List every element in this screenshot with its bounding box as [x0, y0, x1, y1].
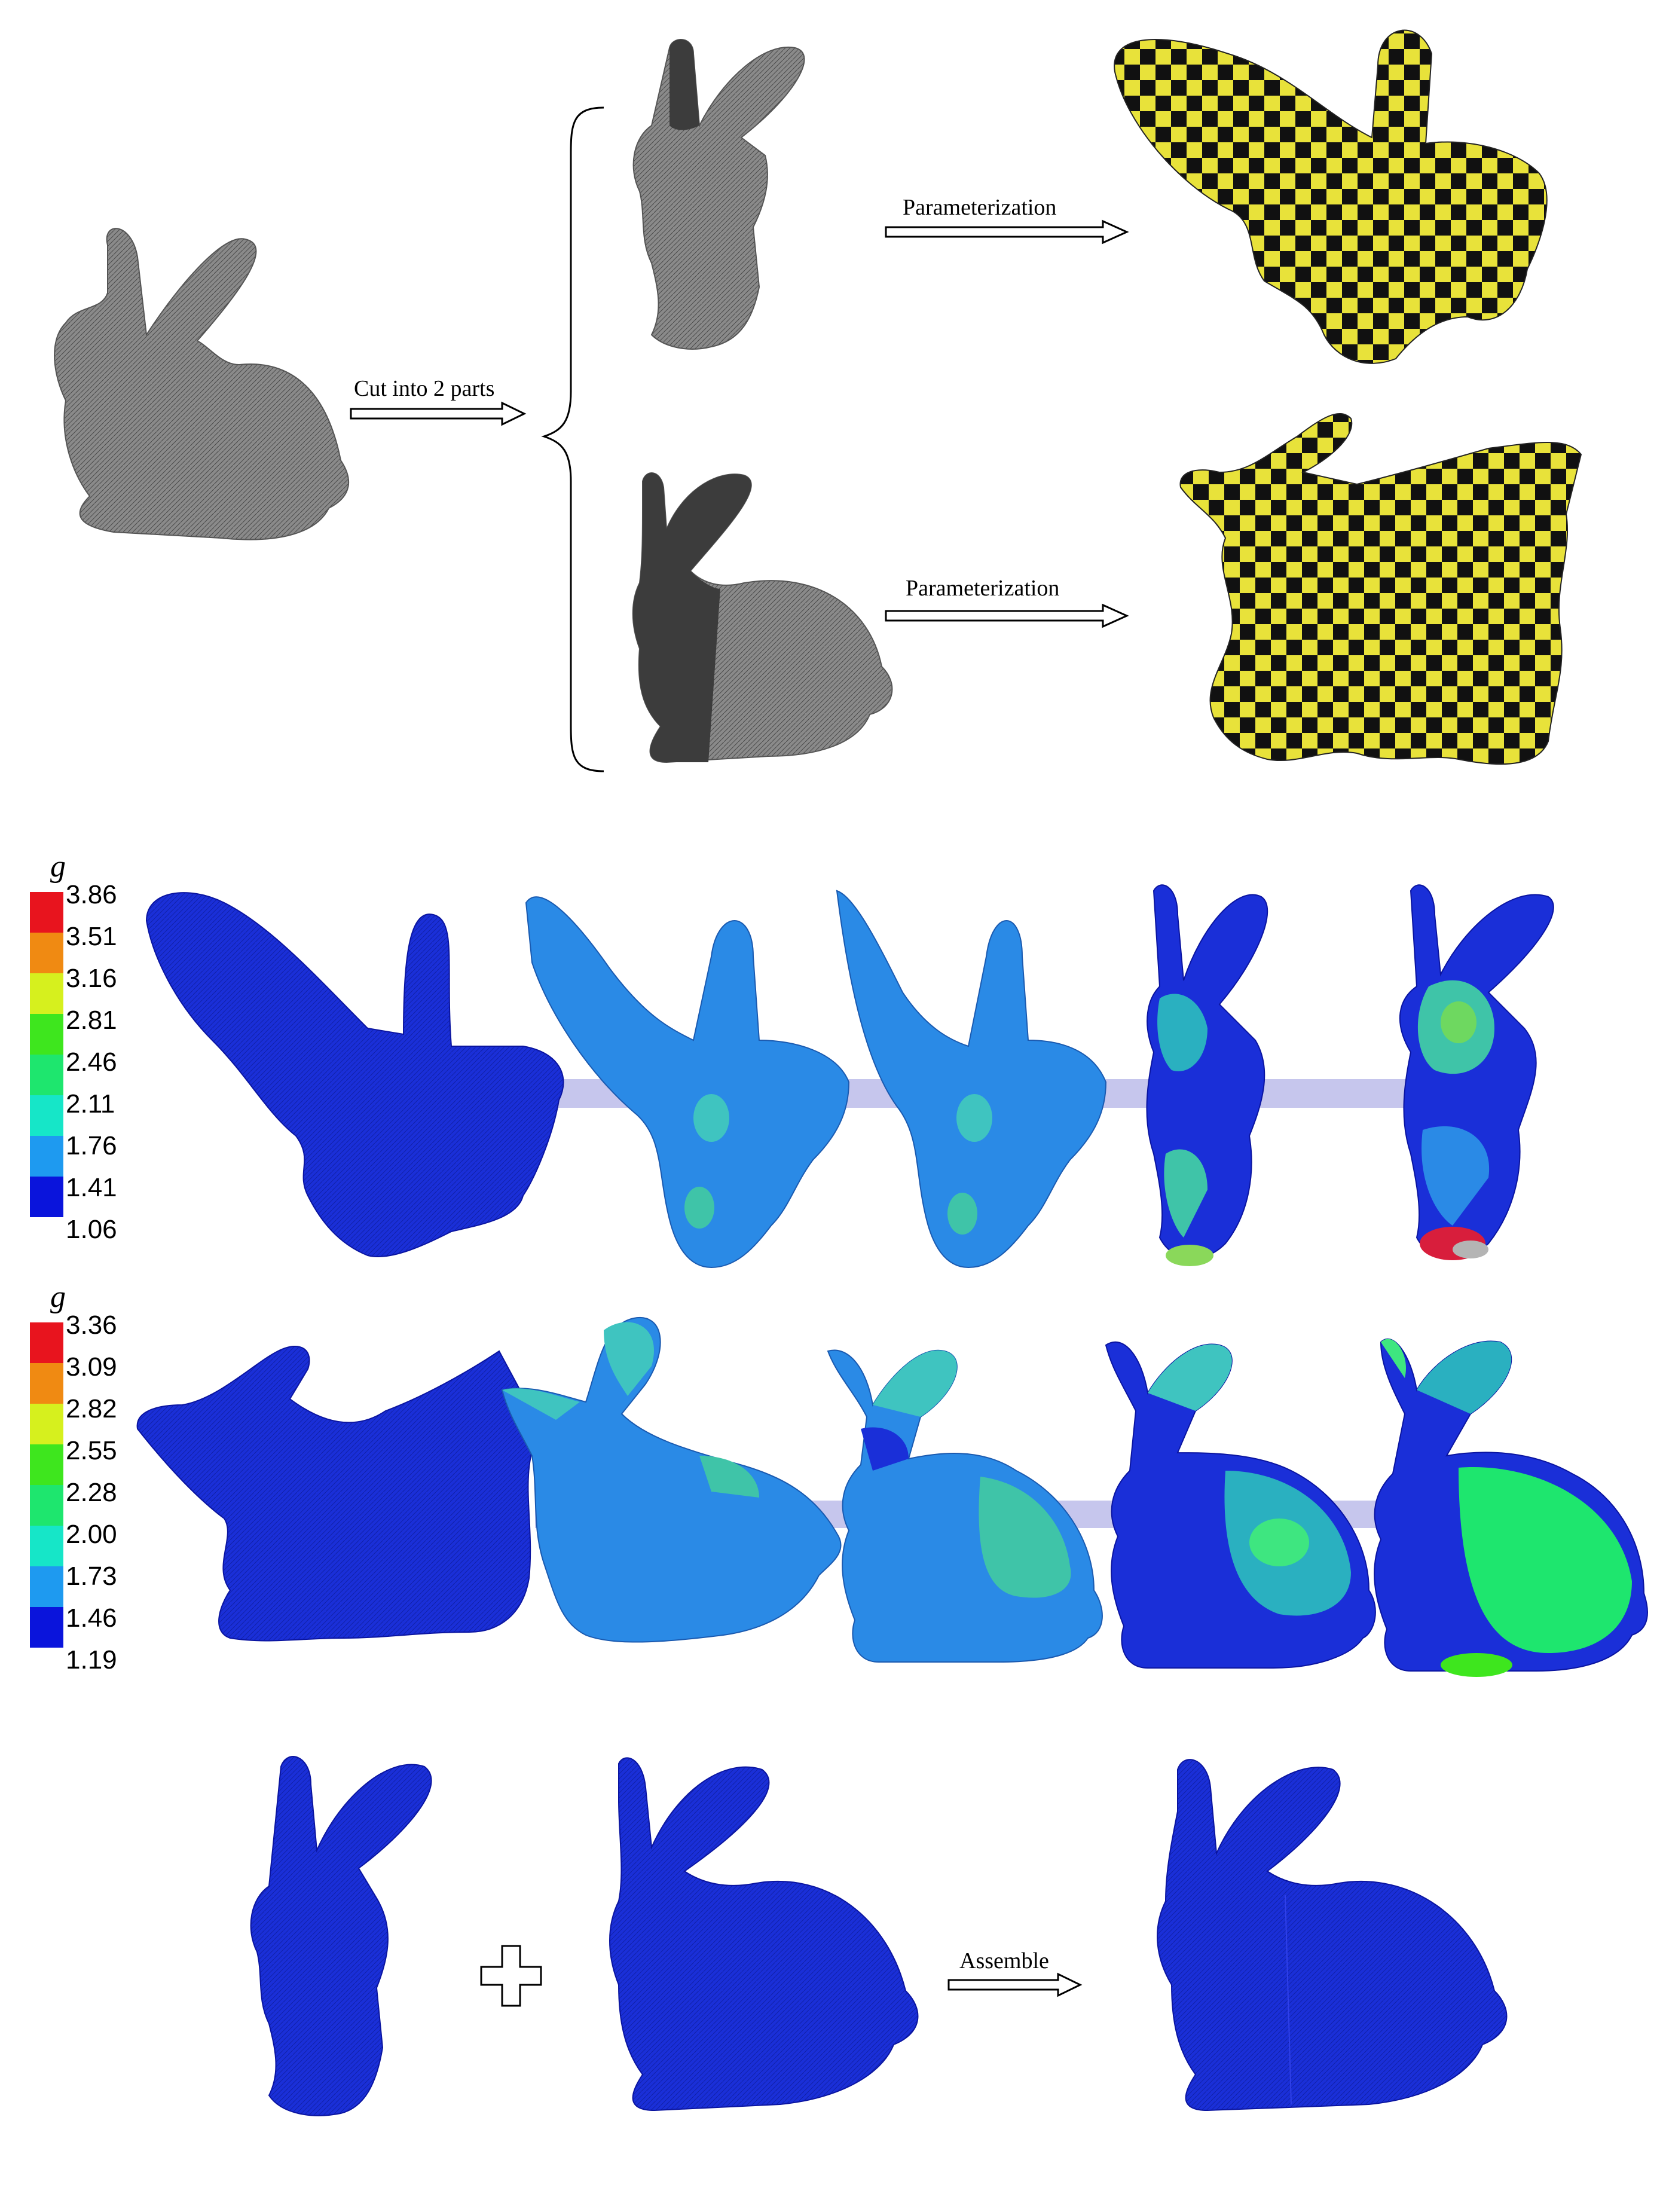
- seq2-step2-mesh: [501, 1316, 842, 1643]
- legend-1-swatch: [30, 1055, 63, 1095]
- legend-2-tick: 1.19: [66, 1645, 117, 1675]
- legend-1-tick: 2.81: [66, 1006, 117, 1035]
- legend-1-title: g: [50, 850, 66, 884]
- param-checker-1: [1114, 29, 1548, 364]
- legend-2-tick: 2.82: [66, 1394, 117, 1423]
- bunny-part2-mesh: [632, 472, 893, 763]
- seq2-step5-mesh: [1374, 1338, 1648, 1677]
- legend-1-tick: 1.06: [66, 1215, 117, 1244]
- seq1-step3-mesh: [836, 890, 1107, 1269]
- legend-2-tick: 1.73: [66, 1562, 117, 1591]
- bunny-part1-blue: [250, 1756, 432, 2116]
- cut-arrow-icon: [350, 401, 527, 426]
- legend-2-tick: 1.46: [66, 1603, 117, 1633]
- brace-icon: [541, 106, 604, 772]
- legend-2-swatch: [30, 1444, 63, 1485]
- bunny-part1-mesh: [632, 39, 805, 350]
- param-arrow-2-icon: [885, 603, 1129, 628]
- cut-label: Cut into 2 parts: [354, 376, 495, 401]
- seq1-step2-mesh: [525, 896, 850, 1269]
- param-arrow-1-icon: [885, 219, 1129, 245]
- legend-1-swatch: [30, 1136, 63, 1177]
- legend-1-swatch: [30, 1177, 63, 1217]
- legend-2-swatch: [30, 1322, 63, 1363]
- seq2-step3-mesh: [827, 1349, 1103, 1663]
- assemble-arrow-icon: [947, 1972, 1083, 1997]
- legend-2-title: g: [50, 1280, 66, 1314]
- legend-1-swatch: [30, 933, 63, 973]
- bunny-part2-blue: [609, 1757, 919, 2112]
- bunny-assembled-blue: [1157, 1759, 1508, 2112]
- legend-2-swatch: [30, 1485, 63, 1526]
- legend-2-tick: 2.55: [66, 1436, 117, 1465]
- legend-2-swatch: [30, 1607, 63, 1648]
- legend-1-tick: 1.41: [66, 1173, 117, 1202]
- param-label-1: Parameterization: [903, 195, 1057, 220]
- legend-1: g 3.86 3.51 3.16 2.81 2.46 2.11 1.76 1.4…: [30, 849, 143, 1267]
- legend-2-tick: 3.09: [66, 1352, 117, 1382]
- plus-icon: [480, 1945, 542, 2007]
- legend-2-tick: 2.28: [66, 1478, 117, 1507]
- legend-1-tick: 3.51: [66, 922, 117, 951]
- legend-2-swatch: [30, 1363, 63, 1404]
- param-checker-2: [1179, 413, 1582, 765]
- seq1-flat-mesh: [145, 892, 564, 1257]
- legend-2-swatch: [30, 1526, 63, 1566]
- legend-1-tick: 1.76: [66, 1131, 117, 1160]
- legend-1-swatch: [30, 892, 63, 933]
- bunny-original-mesh: [54, 228, 349, 540]
- param-label-2: Parameterization: [906, 576, 1060, 601]
- legend-2-swatch: [30, 1404, 63, 1444]
- legend-1-swatch: [30, 1014, 63, 1055]
- legend-1-tick: 3.86: [66, 880, 117, 909]
- legend-2-tick: 3.36: [66, 1310, 117, 1340]
- legend-2: g 3.36 3.09 2.82 2.55 2.28 2.00 1.73 1.4…: [30, 1279, 143, 1698]
- legend-1-swatch: [30, 1095, 63, 1136]
- seq1-step4-mesh: [1146, 884, 1268, 1266]
- assemble-label: Assemble: [959, 1948, 1049, 1973]
- seq1-step5-mesh: [1399, 884, 1554, 1260]
- legend-1-tick: 2.11: [66, 1089, 115, 1119]
- legend-1-tick: 2.46: [66, 1047, 117, 1077]
- legend-2-tick: 2.00: [66, 1520, 117, 1549]
- legend-2-swatch: [30, 1566, 63, 1607]
- seq2-step4-mesh: [1105, 1341, 1376, 1669]
- legend-1-swatch: [30, 973, 63, 1014]
- seq2-flat-mesh: [136, 1345, 542, 1642]
- legend-1-tick: 3.16: [66, 964, 117, 993]
